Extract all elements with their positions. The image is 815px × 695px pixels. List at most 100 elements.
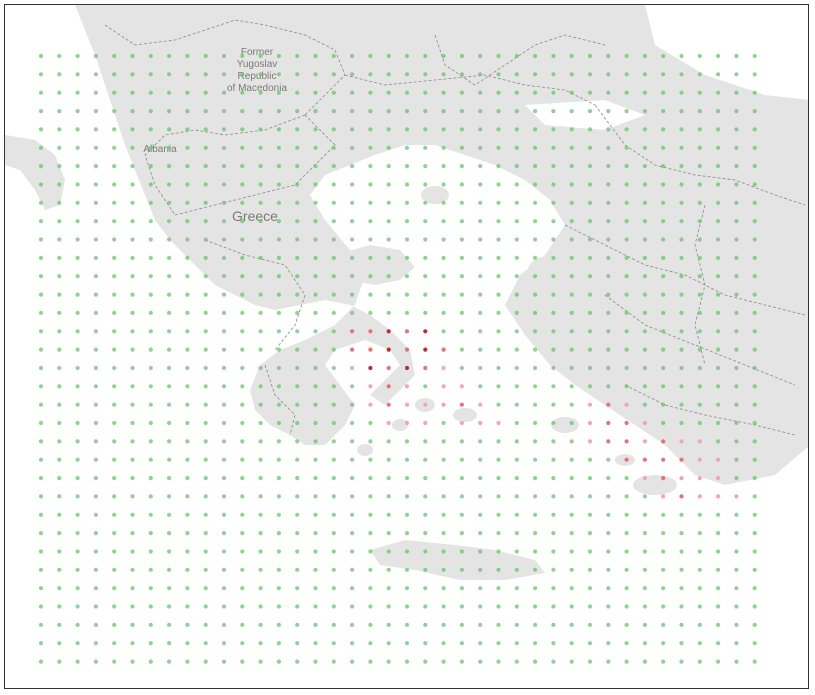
data-point[interactable] [130,457,135,462]
data-point[interactable] [148,420,153,426]
data-point[interactable] [496,365,501,371]
data-point[interactable] [697,420,702,426]
data-point[interactable] [441,659,446,664]
data-point[interactable] [587,641,593,646]
data-point[interactable] [661,586,666,591]
data-point[interactable] [642,384,648,389]
data-point[interactable] [624,90,629,95]
data-point[interactable] [57,420,62,426]
data-point[interactable] [441,586,446,591]
data-point[interactable] [679,659,684,664]
data-point[interactable] [569,53,574,59]
data-point[interactable] [569,219,574,224]
data-point[interactable] [167,402,172,407]
data-point[interactable] [459,182,464,187]
data-point[interactable] [661,622,666,628]
data-point[interactable] [313,384,318,389]
data-point[interactable] [240,53,245,59]
data-point[interactable] [240,127,245,132]
data-point[interactable] [276,531,281,536]
data-point[interactable] [697,200,702,205]
data-point[interactable] [75,476,80,481]
data-point[interactable] [551,274,556,279]
data-point[interactable] [606,659,611,664]
highlight-data-point[interactable] [697,457,702,462]
data-point[interactable] [276,255,281,260]
data-point[interactable] [697,384,702,389]
data-point[interactable] [386,200,391,205]
highlight-data-point[interactable] [697,476,702,481]
data-point[interactable] [661,274,666,279]
data-point[interactable] [203,53,208,59]
data-point[interactable] [221,109,227,114]
data-point[interactable] [167,292,172,297]
data-point[interactable] [258,90,263,95]
data-point[interactable] [57,494,62,499]
data-point[interactable] [423,274,428,279]
data-point[interactable] [167,457,172,462]
data-point[interactable] [587,531,593,536]
data-point[interactable] [752,292,757,297]
data-point[interactable] [57,347,62,352]
data-point[interactable] [203,145,208,150]
data-point[interactable] [368,549,373,554]
data-point[interactable] [258,476,263,481]
data-point[interactable] [38,164,44,169]
data-point[interactable] [130,53,135,59]
data-point[interactable] [514,237,519,242]
data-point[interactable] [38,494,44,499]
data-point[interactable] [331,494,336,499]
data-point[interactable] [533,109,538,114]
data-point[interactable] [752,439,757,444]
data-point[interactable] [587,310,593,315]
data-point[interactable] [441,567,446,572]
data-point[interactable] [148,292,153,297]
data-point[interactable] [716,90,721,95]
data-point[interactable] [496,72,501,77]
data-point[interactable] [642,659,648,664]
data-point[interactable] [167,439,172,444]
data-point[interactable] [240,439,245,444]
data-point[interactable] [423,90,428,95]
highlight-data-point[interactable] [350,365,355,371]
highlight-data-point[interactable] [624,439,629,444]
data-point[interactable] [57,164,62,169]
highlight-data-point[interactable] [624,402,629,407]
data-point[interactable] [661,347,666,352]
data-point[interactable] [697,641,702,646]
data-point[interactable] [240,384,245,389]
data-point[interactable] [441,439,446,444]
data-point[interactable] [496,90,501,95]
data-point[interactable] [130,365,135,371]
highlight-data-point[interactable] [386,365,391,371]
data-point[interactable] [624,53,629,59]
data-point[interactable] [368,145,373,150]
data-point[interactable] [533,182,538,187]
data-point[interactable] [38,274,44,279]
highlight-data-point[interactable] [423,420,428,426]
data-point[interactable] [258,127,263,132]
data-point[interactable] [587,512,593,517]
data-point[interactable] [276,219,281,224]
data-point[interactable] [404,439,410,444]
data-point[interactable] [221,200,227,205]
data-point[interactable] [551,292,556,297]
highlight-data-point[interactable] [478,402,483,407]
data-point[interactable] [441,476,446,481]
data-point[interactable] [57,72,62,77]
data-point[interactable] [478,274,483,279]
data-point[interactable] [533,457,538,462]
data-point[interactable] [734,237,739,242]
data-point[interactable] [661,567,666,572]
data-point[interactable] [624,641,629,646]
data-point[interactable] [313,237,318,242]
data-point[interactable] [93,384,98,389]
data-point[interactable] [752,402,757,407]
data-point[interactable] [441,53,446,59]
data-point[interactable] [533,567,538,572]
data-point[interactable] [331,586,336,591]
data-point[interactable] [148,604,153,609]
data-point[interactable] [276,90,281,95]
data-point[interactable] [112,274,117,279]
data-point[interactable] [752,659,757,664]
